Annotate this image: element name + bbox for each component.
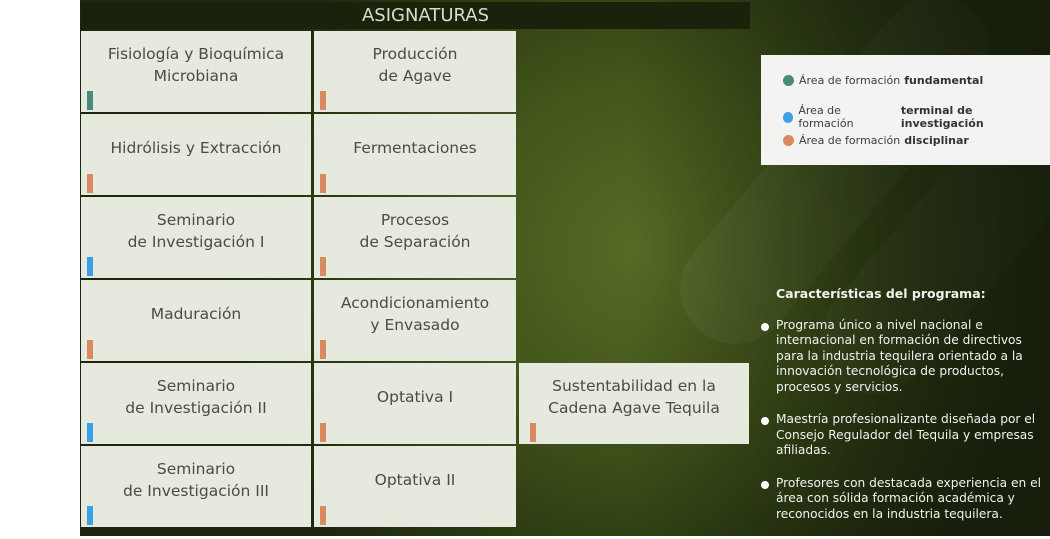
subject-cell: Fermentaciones [314, 114, 516, 195]
area-marker-terminal [87, 423, 93, 442]
legend-dot-icon [783, 75, 794, 86]
subject-name: Sustentabilidad en la Cadena Agave Tequi… [548, 376, 720, 417]
area-marker-disciplinar [87, 174, 93, 193]
characteristic-item: Profesores con destacada experiencia en … [760, 476, 1045, 523]
program-characteristics: Características del programa: Programa ú… [760, 286, 1045, 539]
subject-name: Seminario de Investigación III [123, 459, 269, 500]
legend-label: Área de formación [798, 104, 854, 130]
subject-cell: Hidrólisis y Extracción [81, 114, 311, 195]
subject-name: Maduración [150, 304, 242, 323]
subject-name: Seminario de Investigación II [125, 376, 267, 417]
subject-cell: Procesos de Separación [314, 197, 516, 278]
subject-cell: Seminario de Investigación III [81, 446, 311, 527]
subject-name: Fisiología y Bioquímica Microbiana [107, 44, 285, 85]
subject-cell: Maduración [81, 280, 311, 361]
subject-name: Procesos de Separación [359, 210, 471, 251]
subject-name: Seminario de Investigación I [127, 210, 265, 251]
legend: Área de formación fundamental Área de for… [761, 55, 1050, 165]
legend-label-bold: terminal de investigación [900, 104, 984, 130]
subject-cell: Seminario de Investigación I [81, 197, 311, 278]
legend-label: Área de formación [799, 134, 901, 147]
legend-label: Área de formación [799, 74, 901, 87]
subject-cell: Producción de Agave [314, 31, 516, 112]
legend-item-terminal: Área de formación terminal de investigaci… [783, 104, 1050, 130]
legend-label-bold: fundamental [904, 74, 984, 87]
area-marker-disciplinar [320, 340, 326, 359]
legend-item-disciplinar: Área de formación disciplinar [783, 134, 969, 147]
area-marker-disciplinar [320, 174, 326, 193]
subject-cell: Seminario de Investigación II [81, 363, 311, 444]
area-marker-disciplinar [320, 257, 326, 276]
area-marker-disciplinar [320, 91, 326, 110]
subject-cell: Optativa I [314, 363, 516, 444]
subject-cell: Fisiología y Bioquímica Microbiana [81, 31, 311, 112]
subject-name: Acondicionamiento y Envasado [340, 293, 490, 334]
area-marker-disciplinar [87, 340, 93, 359]
section-title: ASIGNATURAS [81, 2, 750, 29]
area-marker-terminal [87, 506, 93, 525]
subject-cell: Sustentabilidad en la Cadena Agave Tequi… [519, 363, 749, 444]
characteristics-title: Características del programa: [776, 286, 986, 301]
area-marker-fundamental [87, 91, 93, 110]
characteristic-item: Maestría profesionalizante diseñada por … [760, 412, 1045, 459]
legend-dot-icon [783, 111, 794, 123]
legend-dot-icon [783, 135, 794, 146]
area-marker-disciplinar [320, 506, 326, 525]
characteristic-item: Programa único a nivel nacional e intern… [760, 318, 1045, 396]
subject-name: Hidrólisis y Extracción [110, 138, 282, 157]
legend-item-fundamental: Área de formación fundamental [783, 74, 983, 87]
subject-cell: Optativa II [314, 446, 516, 527]
area-marker-disciplinar [320, 423, 326, 442]
subject-name: Optativa I [376, 387, 454, 406]
subject-cell: Acondicionamiento y Envasado [314, 280, 516, 361]
legend-label-bold: disciplinar [904, 134, 969, 147]
subject-name: Fermentaciones [353, 138, 477, 157]
subject-name: Producción de Agave [372, 44, 458, 85]
subject-name: Optativa II [374, 470, 456, 489]
area-marker-disciplinar [530, 423, 536, 442]
area-marker-terminal [87, 257, 93, 276]
